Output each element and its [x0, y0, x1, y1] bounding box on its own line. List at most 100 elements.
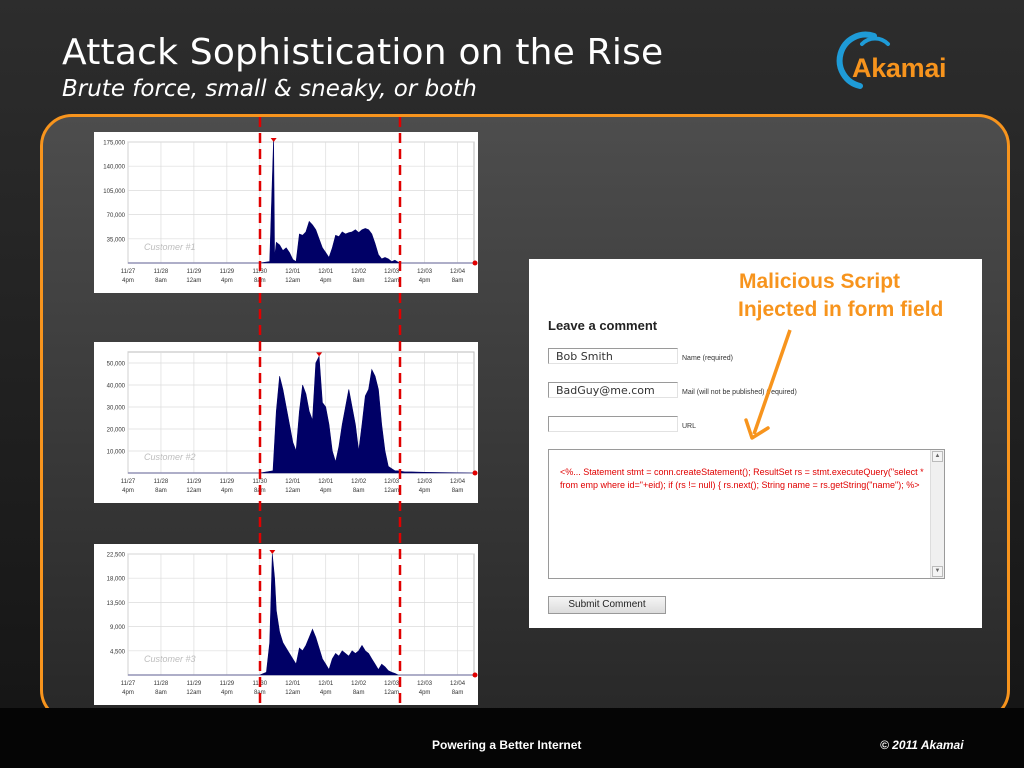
y-tick-label: 22,500: [107, 553, 126, 559]
y-tick-label: 4,500: [110, 649, 126, 655]
akamai-swoosh-icon: [836, 31, 890, 89]
x-tick-label: 11/29: [220, 269, 235, 275]
x-tick-label: 8am: [155, 488, 167, 494]
x-tick-label: 12am: [186, 488, 201, 494]
peak-marker-icon: [269, 550, 276, 554]
x-tick-label: 4pm: [419, 278, 431, 284]
x-tick-label: 12/01: [285, 479, 301, 485]
y-tick-label: 175,000: [103, 141, 125, 147]
callout-line-1: Malicious Script: [739, 270, 901, 293]
x-tick-label: 4pm: [320, 690, 332, 696]
y-tick-label: 50,000: [107, 362, 126, 368]
y-tick-label: 40,000: [107, 384, 126, 390]
x-tick-label: 4pm: [419, 488, 431, 494]
customer-label: Customer #3: [144, 654, 196, 664]
comment-textarea[interactable]: <%... Statement stmt = conn.createStatem…: [548, 449, 945, 579]
y-tick-label: 35,000: [107, 237, 126, 243]
x-tick-label: 8am: [155, 278, 167, 284]
x-tick-label: 4pm: [122, 690, 134, 696]
customer-label: Customer #1: [144, 242, 196, 252]
x-tick-label: 12/01: [318, 269, 334, 275]
x-tick-label: 11/28: [154, 681, 169, 687]
x-tick-label: 12/04: [450, 681, 466, 687]
slide-title: Attack Sophistication on the Rise: [62, 32, 664, 73]
x-tick-label: 11/29: [187, 681, 202, 687]
callout-line-2: Injected in form field: [738, 298, 944, 321]
footer-bar: [0, 708, 1024, 768]
url-field[interactable]: [548, 416, 678, 432]
akamai-wordmark: Akamai: [852, 53, 947, 83]
x-tick-label: 8am: [452, 278, 464, 284]
chart-customer-1-svg: 35,000 70,000 105,000 140,000 175,000 11/27 4p…: [103, 138, 478, 284]
x-tick-label: 11/29: [187, 269, 202, 275]
x-tick-label: 11/30: [253, 479, 268, 485]
edge-marker-icon: [472, 260, 478, 266]
x-tick-label: 12/03: [384, 479, 400, 485]
x-tick-label: 11/28: [154, 269, 169, 275]
y-tick-label: 18,000: [107, 577, 126, 583]
x-tick-label: 11/28: [154, 479, 169, 485]
y-tick-label: 70,000: [107, 213, 126, 219]
x-tick-label: 4pm: [419, 690, 431, 696]
x-tick-label: 11/27: [121, 269, 136, 275]
x-tick-label: 12/03: [417, 479, 433, 485]
x-tick-label: 12/01: [285, 269, 301, 275]
x-tick-label: 12am: [285, 690, 300, 696]
x-tick-label: 11/29: [220, 479, 235, 485]
x-tick-label: 11/27: [121, 681, 136, 687]
x-tick-label: 12am: [384, 488, 399, 494]
edge-marker-icon: [472, 470, 478, 476]
customer-label: Customer #2: [144, 452, 196, 462]
series-area: [128, 355, 475, 474]
chart-customer-3-svg: 4,500 9,000 13,500 18,000 22,500 11/27 4pm 11/2…: [107, 550, 478, 696]
y-tick-label: 140,000: [103, 165, 125, 171]
x-tick-label: 12/02: [351, 479, 367, 485]
x-tick-label: 8am: [254, 488, 266, 494]
x-tick-label: 12/04: [450, 479, 466, 485]
peak-marker-icon: [316, 352, 323, 357]
y-tick-label: 9,000: [110, 625, 126, 631]
x-tick-label: 12am: [186, 278, 201, 284]
x-tick-label: 12/01: [318, 681, 334, 687]
x-tick-label: 12/03: [384, 681, 400, 687]
y-tick-label: 30,000: [107, 406, 126, 412]
injected-script-text: <%... Statement stmt = conn.createStatem…: [560, 467, 924, 490]
x-tick-label: 8am: [452, 488, 464, 494]
x-tick-label: 12/03: [417, 681, 433, 687]
x-tick-label: 12/03: [384, 269, 400, 275]
submit-comment-button[interactable]: Submit Comment: [548, 596, 666, 614]
x-tick-label: 11/29: [220, 681, 235, 687]
x-tick-label: 12/04: [450, 269, 466, 275]
mail-field[interactable]: BadGuy@me.com: [548, 382, 678, 398]
x-tick-label: 12/01: [285, 681, 301, 687]
x-tick-label: 11/30: [253, 269, 268, 275]
url-label: URL: [682, 423, 697, 430]
x-tick-label: 12/02: [351, 269, 367, 275]
x-tick-label: 11/30: [253, 681, 268, 687]
x-tick-label: 8am: [254, 278, 266, 284]
x-tick-label: 11/27: [121, 479, 136, 485]
name-field[interactable]: Bob Smith: [548, 348, 678, 364]
x-tick-label: 4pm: [221, 488, 233, 494]
x-tick-label: 8am: [353, 690, 365, 696]
scroll-down-icon[interactable]: ▼: [932, 566, 943, 577]
scroll-up-icon[interactable]: ▲: [932, 451, 943, 462]
edge-marker-icon: [472, 672, 478, 678]
x-tick-label: 4pm: [320, 488, 332, 494]
x-tick-label: 12/02: [351, 681, 367, 687]
x-tick-label: 12/01: [318, 479, 334, 485]
x-tick-label: 8am: [452, 690, 464, 696]
footer-copyright: © 2011 Akamai: [880, 738, 964, 752]
y-tick-label: 20,000: [107, 428, 126, 434]
x-tick-label: 4pm: [122, 488, 134, 494]
textarea-scrollbar[interactable]: ▲ ▼: [930, 450, 944, 578]
x-tick-label: 4pm: [122, 278, 134, 284]
slide-subtitle: Brute force, small & sneaky, or both: [62, 76, 477, 102]
x-tick-label: 4pm: [221, 690, 233, 696]
chart-customer-3: 4,500 9,000 13,500 18,000 22,500 11/27 4pm 11/2…: [94, 544, 478, 705]
x-tick-label: 12am: [384, 690, 399, 696]
series-area: [128, 553, 474, 676]
peak-marker-icon: [270, 138, 277, 142]
mail-label: Mail (will not be published) (required): [682, 389, 797, 396]
chart-customer-2: 10,000 20,000 30,000 40,000 50,000 11/27 4pm 11…: [94, 342, 478, 503]
